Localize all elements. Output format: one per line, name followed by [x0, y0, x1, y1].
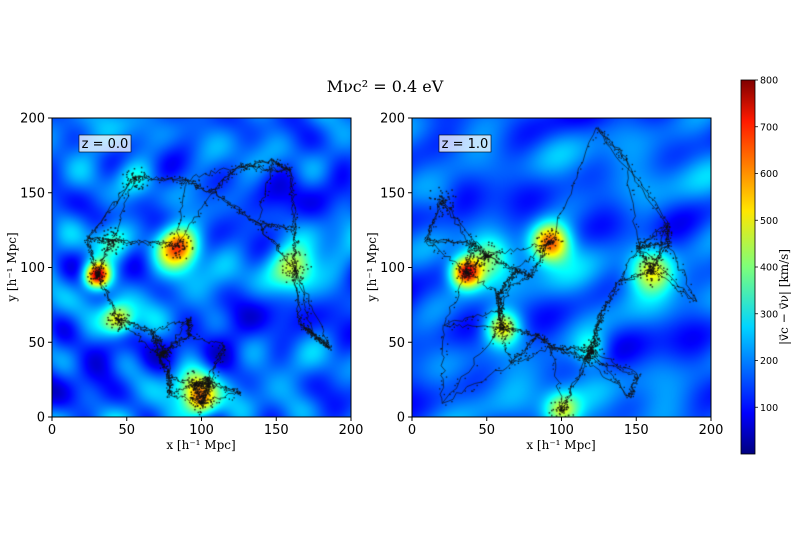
- x-tick-label: 150: [624, 423, 649, 438]
- colorbar-tick-label: 300: [760, 309, 778, 320]
- y-tick-label: 200: [20, 112, 45, 127]
- y-axis-label-left: y [h⁻¹ Mpc]: [5, 232, 19, 302]
- x-tick-label: 150: [264, 423, 289, 438]
- panel-label-box-right: [438, 134, 492, 153]
- x-axis-right: 0 50 100 150 200: [408, 417, 724, 438]
- heatmap-right-canvas: [412, 118, 711, 417]
- y-tick-label: 50: [28, 336, 45, 351]
- colorbar-tick-label: 200: [760, 356, 778, 367]
- y-tick-label: 50: [388, 336, 405, 351]
- x-tick-label: 100: [549, 423, 574, 438]
- heatmap-right: [412, 118, 711, 417]
- panel-right: z = 1.0 0 50 100 150 200 0 50 100 150 200 x [h⁻¹…: [365, 112, 723, 453]
- panel-label-left: z = 0.0: [82, 137, 129, 152]
- panel-label-right: z = 1.0: [442, 137, 489, 152]
- y-tick-label: 0: [37, 411, 45, 426]
- y-axis-label-right: y [h⁻¹ Mpc]: [365, 232, 379, 302]
- heatmap-left-canvas: [52, 118, 351, 417]
- heatmap-left: [52, 118, 351, 417]
- colorbar-tick-label: 800: [760, 76, 778, 87]
- colorbar-tick-label: 500: [760, 216, 778, 227]
- x-axis-label-left: x [h⁻¹ Mpc]: [166, 438, 235, 452]
- y-tick-label: 100: [20, 261, 45, 276]
- colorbar-tick-label: 600: [760, 169, 778, 180]
- y-tick-label: 100: [380, 261, 405, 276]
- colorbar-tick-label: 400: [760, 263, 778, 274]
- figure-title: Mνc² = 0.4 eV: [327, 77, 444, 96]
- colorbar-tick-label: 100: [760, 403, 778, 414]
- panel-left: z = 0.0 0 50 100 150 200 0 50 100 150 200 x [h⁻¹…: [5, 112, 363, 453]
- colorbar-label: |v⃗c − v⃗ν| [km/s]: [777, 249, 791, 345]
- x-tick-label: 50: [478, 423, 495, 438]
- x-tick-label: 200: [339, 423, 364, 438]
- x-axis-left: 0 50 100 150 200: [48, 417, 364, 438]
- panel-label-box-left: [78, 134, 132, 153]
- y-tick-label: 200: [380, 112, 405, 127]
- y-tick-label: 0: [397, 411, 405, 426]
- colorbar: 100 200 300 400 500 600 700 800 |v⃗c − v⃗ν| [km…: [740, 76, 791, 455]
- x-tick-label: 0: [48, 423, 56, 438]
- x-axis-label-right: x [h⁻¹ Mpc]: [526, 438, 595, 452]
- x-tick-label: 50: [118, 423, 135, 438]
- y-axis-right: 0 50 100 150 200: [380, 112, 412, 426]
- x-tick-label: 0: [408, 423, 416, 438]
- colorbar-gradient: [740, 79, 756, 455]
- y-axis-left: 0 50 100 150 200: [20, 112, 52, 426]
- colorbar-ticks: 100 200 300 400 500 600 700 800: [755, 76, 778, 414]
- x-tick-label: 100: [189, 423, 214, 438]
- x-tick-label: 200: [699, 423, 724, 438]
- y-tick-label: 150: [20, 186, 45, 201]
- y-tick-label: 150: [380, 186, 405, 201]
- colorbar-tick-label: 700: [760, 122, 778, 133]
